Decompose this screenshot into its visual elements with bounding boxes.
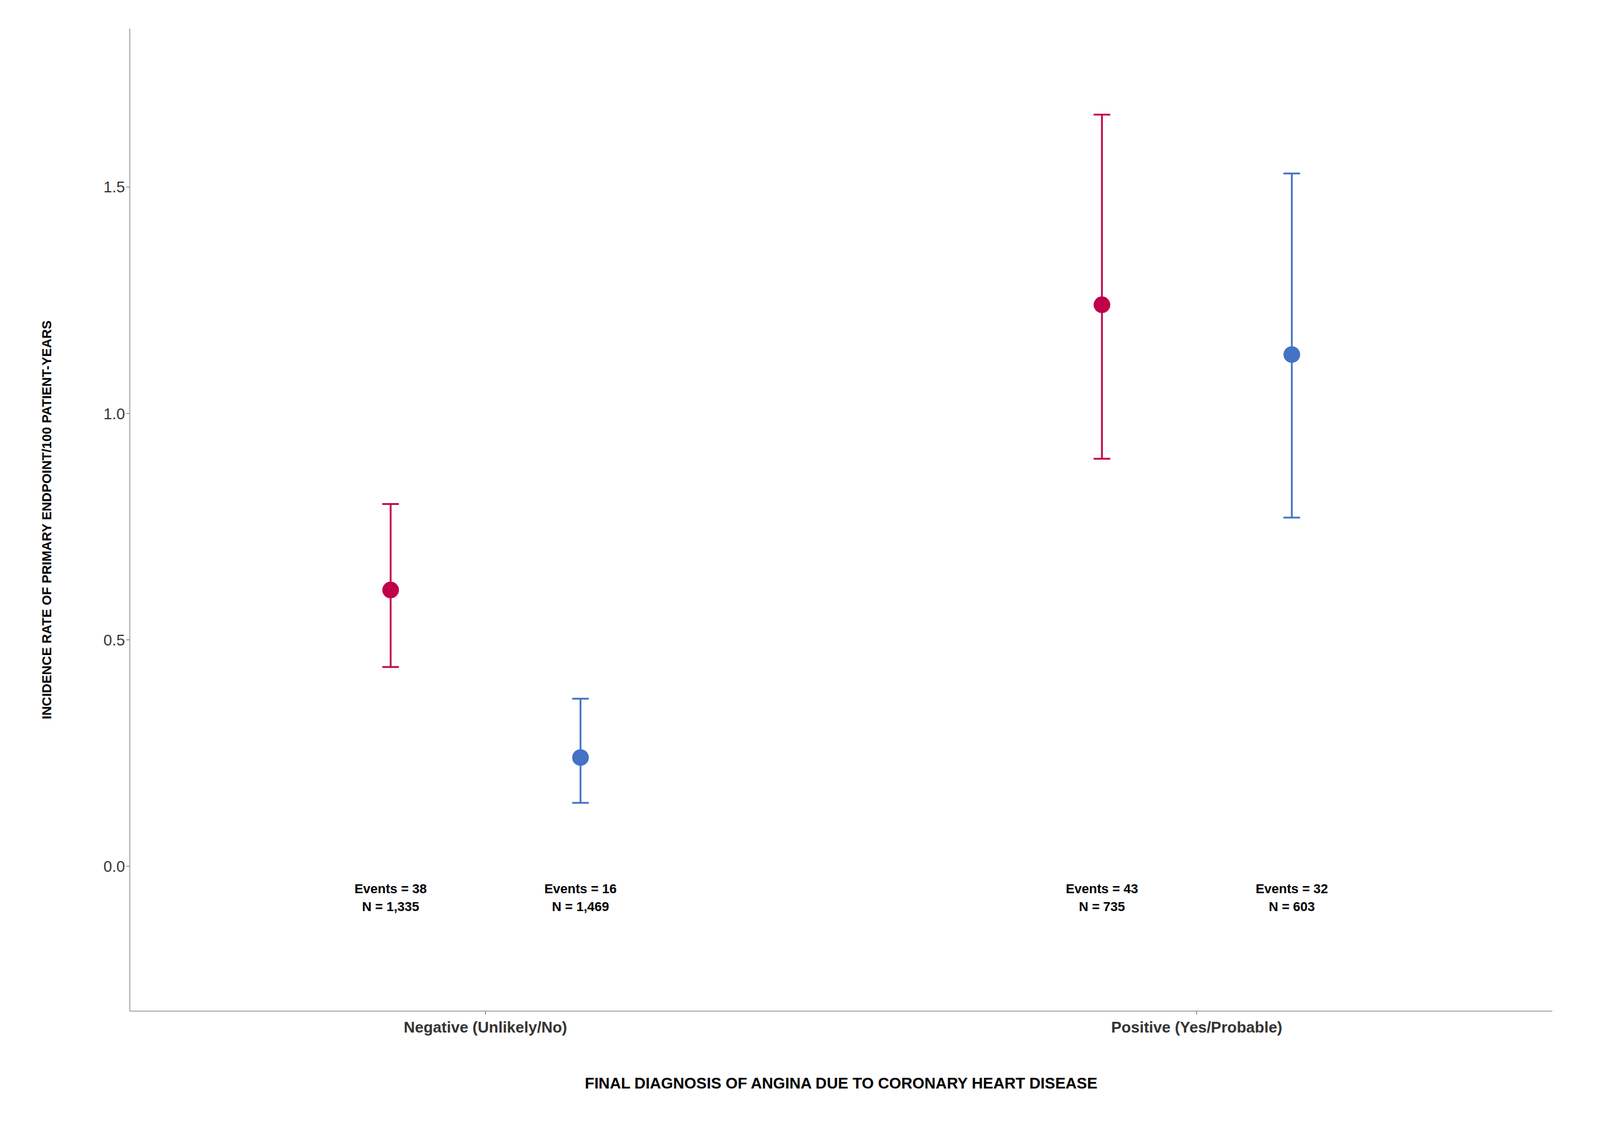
svg-text:0.0: 0.0 (103, 857, 125, 875)
svg-text:0.5: 0.5 (103, 630, 125, 649)
svg-text:Events = 43N = 735: Events = 43N = 735 (1065, 880, 1139, 914)
svg-text:1.5: 1.5 (103, 177, 125, 196)
svg-text:1.0: 1.0 (103, 404, 125, 423)
svg-text:Events = 32N = 603: Events = 32N = 603 (1255, 880, 1328, 914)
svg-text:FINAL DIAGNOSIS OF ANGINA DUE: FINAL DIAGNOSIS OF ANGINA DUE TO CORONAR… (585, 1073, 1098, 1092)
svg-text:Events = 16N = 1,469: Events = 16N = 1,469 (544, 880, 617, 914)
svg-text:Events = 38N = 1,335: Events = 38N = 1,335 (354, 880, 427, 914)
svg-text:INCIDENCE RATE OF PRIMARY ENDP: INCIDENCE RATE OF PRIMARY ENDPOINT/100 P… (39, 320, 55, 720)
svg-text:Positive (Yes/Probable): Positive (Yes/Probable) (1111, 1017, 1283, 1036)
svg-text:Negative (Unlikely/No): Negative (Unlikely/No) (403, 1017, 568, 1036)
